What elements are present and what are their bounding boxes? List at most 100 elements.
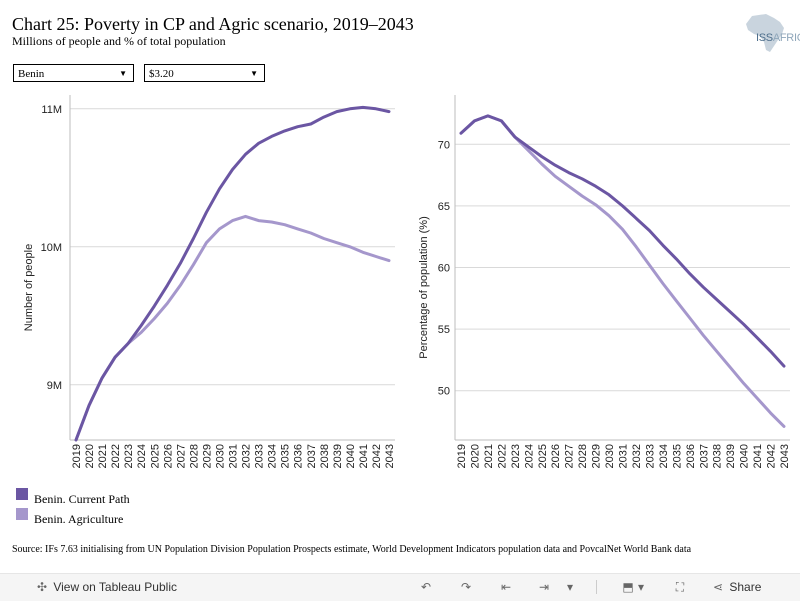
chart-title: Chart 25: Poverty in CP and Agric scenar…	[12, 14, 414, 34]
series-line-agriculture[interactable]	[74, 214, 391, 442]
logo-main: ISS	[756, 32, 773, 44]
x-tick-label: 2028	[188, 444, 200, 468]
undo-button[interactable]: ↶	[418, 579, 434, 595]
series-line-current-path[interactable]	[459, 114, 786, 368]
country-dropdown[interactable]: Benin ▼	[13, 64, 134, 82]
x-tick-label: 2034	[658, 444, 670, 468]
x-tick-label: 2037	[698, 444, 710, 468]
share-button[interactable]: ⋖ Share	[710, 579, 761, 595]
dropdown-icon: ▾	[637, 580, 645, 594]
chart-subtitle: Millions of people and % of total popula…	[12, 34, 226, 48]
x-tick-label: 2042	[371, 444, 383, 468]
undo-icon: ↶	[420, 580, 432, 594]
x-tick-label: 2043	[779, 444, 791, 468]
y-tick-label: 50	[438, 386, 450, 398]
x-tick-label: 2023	[510, 444, 522, 468]
legend-swatch	[16, 488, 28, 500]
dropdown-icon: ▾	[566, 580, 574, 594]
legend-label: Benin. Agriculture	[34, 512, 124, 526]
x-tick-label: 2020	[84, 444, 96, 468]
x-tick-label: 2038	[712, 444, 724, 468]
x-tick-label: 2034	[267, 444, 279, 468]
y-tick-label: 55	[438, 324, 450, 336]
y-tick-label: 10M	[41, 242, 62, 254]
x-tick-label: 2041	[358, 444, 370, 468]
x-tick-label: 2026	[162, 444, 174, 468]
series-line-current-path[interactable]	[74, 105, 391, 442]
dropdown-arrow-icon: ▼	[119, 69, 127, 78]
tableau-logo-icon: ✣	[36, 580, 48, 594]
x-tick-label: 2029	[201, 444, 213, 468]
x-tick-label: 2027	[564, 444, 576, 468]
legend-swatch	[16, 508, 28, 520]
x-tick-label: 2039	[725, 444, 737, 468]
x-tick-label: 2026	[550, 444, 562, 468]
y-axis-title: Number of people	[23, 244, 35, 331]
y-tick-label: 11M	[41, 104, 62, 116]
x-tick-label: 2027	[175, 444, 187, 468]
toolbar-divider	[596, 580, 597, 594]
x-tick-label: 2023	[123, 444, 135, 468]
revert-button[interactable]: ⇤	[498, 579, 514, 595]
source-note: Source: IFs 7.63 initialising from UN Po…	[12, 544, 692, 555]
x-tick-label: 2040	[739, 444, 751, 468]
x-tick-label: 2040	[345, 444, 357, 468]
x-tick-label: 2024	[523, 444, 535, 468]
redo-button[interactable]: ↷	[458, 579, 474, 595]
y-tick-label: 60	[438, 263, 450, 275]
x-tick-label: 2035	[671, 444, 683, 468]
x-tick-label: 2033	[644, 444, 656, 468]
x-tick-label: 2019	[71, 444, 83, 468]
x-tick-label: 2031	[618, 444, 630, 468]
x-tick-label: 2022	[496, 444, 508, 468]
logo-suffix: AFRICA	[772, 32, 800, 44]
y-axis-title: Percentage of population (%)	[418, 216, 430, 358]
x-tick-label: 2039	[332, 444, 344, 468]
x-tick-label: 2022	[110, 444, 122, 468]
download-icon: ⬒	[622, 580, 634, 594]
pause-icon: ⇥	[538, 580, 550, 594]
people-chart: 9M 10M 11M 2019 2020 2021 2022 2023 2024 2025 2026…	[23, 95, 396, 468]
x-tick-label: 2019	[456, 444, 468, 468]
x-tick-label: 2021	[483, 444, 495, 468]
logo-text: ISSAFRICA	[756, 32, 800, 44]
x-tick-label: 2031	[228, 444, 240, 468]
share-label: Share	[729, 580, 762, 594]
pause-dropdown[interactable]: ▾	[562, 579, 578, 595]
x-tick-label: 2029	[591, 444, 603, 468]
country-dropdown-value: Benin	[18, 68, 45, 80]
africa-map-icon[interactable]	[738, 12, 790, 54]
x-tick-label: 2043	[384, 444, 396, 468]
y-tick-label: 65	[438, 201, 450, 213]
x-tick-label: 2030	[604, 444, 616, 468]
threshold-dropdown-value: $3.20	[149, 68, 174, 80]
x-tick-label: 2032	[241, 444, 253, 468]
x-tick-label: 2037	[306, 444, 318, 468]
x-tick-label: 2042	[766, 444, 778, 468]
x-tick-label: 2021	[97, 444, 109, 468]
view-on-tableau-button[interactable]: ✣ View on Tableau Public	[34, 579, 177, 595]
threshold-dropdown[interactable]: $3.20 ▼	[144, 64, 265, 82]
pause-button[interactable]: ⇥	[536, 579, 552, 595]
y-tick-label: 9M	[47, 380, 62, 392]
x-tick-label: 2036	[293, 444, 305, 468]
download-button[interactable]: ⬒ ▾	[620, 579, 646, 595]
x-tick-label: 2033	[254, 444, 266, 468]
x-tick-label: 2036	[685, 444, 697, 468]
series-line-agriculture[interactable]	[459, 114, 786, 428]
revert-icon: ⇤	[500, 580, 512, 594]
view-on-tableau-label: View on Tableau Public	[53, 580, 177, 594]
tableau-toolbar: ✣ View on Tableau Public ↶ ↷ ⇤ ⇥ ▾ ⬒ ▾ ⛶ …	[0, 573, 800, 601]
fullscreen-icon: ⛶	[675, 580, 685, 594]
x-tick-label: 2032	[631, 444, 643, 468]
x-tick-label: 2041	[752, 444, 764, 468]
x-tick-label: 2028	[577, 444, 589, 468]
redo-icon: ↷	[460, 580, 472, 594]
x-tick-label: 2025	[537, 444, 549, 468]
legend-label: Benin. Current Path	[34, 492, 130, 506]
fullscreen-button[interactable]: ⛶	[672, 579, 688, 595]
x-tick-label: 2030	[214, 444, 226, 468]
x-tick-label: 2035	[280, 444, 292, 468]
x-tick-label: 2025	[149, 444, 161, 468]
